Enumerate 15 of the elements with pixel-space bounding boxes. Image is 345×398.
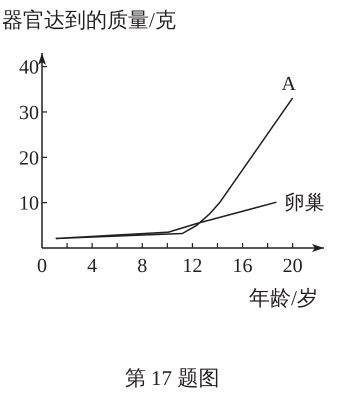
x-tick-label: 8: [137, 255, 148, 277]
y-axis-title: 器官达到的质量/克: [2, 8, 176, 32]
series-label: 卵巢: [284, 192, 324, 214]
y-tick-label: 10: [19, 192, 39, 215]
y-tick-label: 40: [19, 56, 39, 79]
x-tick-label: 0: [37, 255, 47, 277]
x-tick-label: 12: [182, 255, 202, 277]
x-tick-label: 4: [87, 255, 98, 277]
text: 第 17 题图: [124, 366, 220, 390]
x-axis-title: 年龄/岁: [249, 286, 318, 310]
x-tick-label: 20: [282, 255, 303, 277]
series-label: A: [281, 72, 296, 95]
y-tick-label: 20: [19, 147, 39, 170]
x-tick-label: 16: [232, 255, 253, 277]
y-tick-label: 30: [19, 102, 39, 124]
